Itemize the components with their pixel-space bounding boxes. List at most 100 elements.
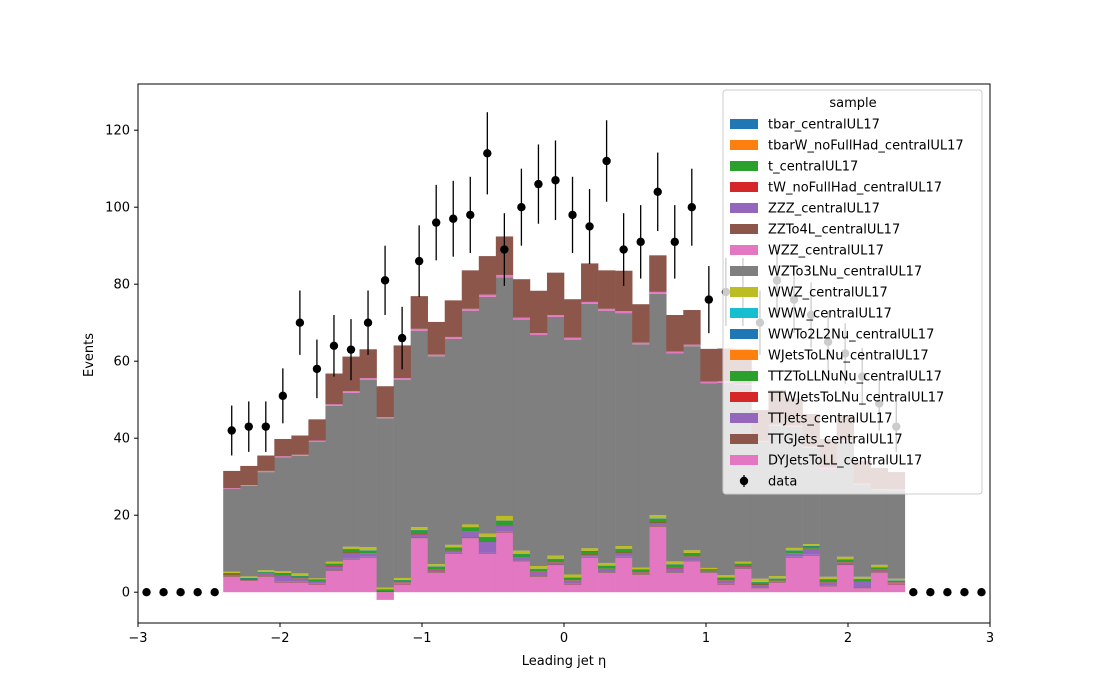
bar-TTJets_centralUL17-8 <box>359 553 377 557</box>
bar-TTZToLLNuNu_centralUL17-12 <box>427 566 446 570</box>
legend-label: tbarW_noFullHad_centralUL17 <box>768 139 964 154</box>
bar-WWZ_centralUL17-20 <box>564 574 582 578</box>
data-point <box>329 341 339 350</box>
bar-WWZ_centralUL17-8 <box>359 547 377 551</box>
bar-TTZToLLNuNu_centralUL17-1 <box>240 578 258 580</box>
bar-WWZ_centralUL17-17 <box>512 550 531 554</box>
bar-TTZToLLNuNu_centralUL17-6 <box>325 563 343 567</box>
bar-TTGJets_centralUL17-25 <box>649 525 667 527</box>
data-point <box>210 588 219 597</box>
legend-data-marker <box>739 476 749 486</box>
bar-WZTo3LNu_centralUL17-14 <box>461 310 480 525</box>
bar-TTGJets_centralUL17-36 <box>836 564 854 566</box>
bar-TTJets_centralUL17-25 <box>649 522 667 526</box>
bar-TTWJetsToLNu_centralUL17-30 <box>734 566 752 567</box>
bar-WZZ_centralUL17-26 <box>666 351 684 354</box>
bar-WWZ_centralUL17-12 <box>427 564 446 567</box>
bar-TTZToLLNuNu_centralUL17-17 <box>512 554 531 558</box>
bar-WZTo3LNu_centralUL17-12 <box>427 356 446 565</box>
bar-WZTo3LNu_centralUL17-20 <box>564 339 582 575</box>
data-point <box>380 276 390 285</box>
bar-WWZ_centralUL17-10 <box>393 577 411 580</box>
bar-ZZTo4L_centralUL17-12 <box>427 321 446 355</box>
y-tick-label: 60 <box>113 355 130 370</box>
bar-TTWJetsToLNu_centralUL17-1 <box>240 579 258 580</box>
bar-WWZ_centralUL17-15 <box>478 533 497 537</box>
x-tick-label: −1 <box>412 631 431 646</box>
bar-TTGJets_centralUL17-10 <box>393 583 411 585</box>
bar-WZZ_centralUL17-17 <box>512 317 531 320</box>
legend-label: WZZ_centralUL17 <box>768 244 884 259</box>
bar-TTZToLLNuNu_centralUL17-23 <box>615 549 633 553</box>
data-point <box>500 245 509 254</box>
bar-WWZ_centralUL17-4 <box>291 573 309 577</box>
bar-ZZTo4L_centralUL17-8 <box>359 349 377 379</box>
bar-DYJetsToLL_centralUL17-5 <box>308 584 326 593</box>
data-point <box>295 318 305 327</box>
bar-TTZToLLNuNu_centralUL17-9 <box>376 589 394 592</box>
data-point <box>943 588 952 597</box>
bar-TTJets_centralUL17-24 <box>632 572 650 575</box>
bar-TTJets_centralUL17-10 <box>393 582 411 584</box>
bar-WWTo2L2Nu_centralUL17-10 <box>393 579 411 581</box>
bar-WWZ_centralUL17-31 <box>751 578 769 582</box>
bar-DYJetsToLL_centralUL17-31 <box>751 588 769 593</box>
bar-WZTo3LNu_centralUL17-0 <box>223 489 241 572</box>
bar-WWTo2L2Nu_centralUL17-5 <box>308 579 326 580</box>
bar-DYJetsToLL_centralUL17-15 <box>478 553 497 593</box>
bar-WWZ_centralUL17-36 <box>836 556 854 560</box>
bar-WWZ_centralUL17-38 <box>870 564 889 568</box>
bar-WWZ_centralUL17-7 <box>342 546 360 550</box>
bar-WWZ_centralUL17-0 <box>223 571 241 573</box>
bar-WWTo2L2Nu_centralUL17-3 <box>274 572 292 574</box>
bar-TTGJets_centralUL17-38 <box>870 572 889 573</box>
bar-TTJets_centralUL17-6 <box>325 566 343 571</box>
bar-TTGJets_centralUL17-5 <box>308 583 326 585</box>
data-point <box>551 176 560 185</box>
bar-TTGJets_centralUL17-12 <box>427 572 446 573</box>
bar-WWZ_centralUL17-22 <box>598 562 616 566</box>
bar-WWTo2L2Nu_centralUL17-19 <box>546 558 565 560</box>
bar-WWZ_centralUL17-3 <box>274 571 292 573</box>
bar-TTZToLLNuNu_centralUL17-21 <box>581 551 599 555</box>
bar-TTGJets_centralUL17-7 <box>342 558 360 560</box>
data-point <box>193 588 202 597</box>
bar-TTZToLLNuNu_centralUL17-0 <box>223 573 241 575</box>
bar-DYJetsToLL_centralUL17-9 <box>376 592 394 600</box>
bar-ZZTo4L_centralUL17-4 <box>291 435 309 455</box>
bar-ZZTo4L_centralUL17-1 <box>240 465 258 486</box>
legend-swatch <box>730 329 758 339</box>
bar-DYJetsToLL_centralUL17-24 <box>632 574 650 593</box>
bar-TTGJets_centralUL17-35 <box>819 585 837 587</box>
bar-WZZ_centralUL17-9 <box>376 417 394 419</box>
bar-WWTo2L2Nu_centralUL17-25 <box>649 518 667 519</box>
legend-swatch <box>730 140 758 150</box>
bar-WZZ_centralUL17-25 <box>649 291 667 294</box>
bar-WZTo3LNu_centralUL17-24 <box>632 344 650 568</box>
legend-swatch <box>730 266 758 276</box>
bar-WZZ_centralUL17-11 <box>410 328 428 331</box>
bar-WWZ_centralUL17-21 <box>581 548 599 552</box>
bar-WWZ_centralUL17-34 <box>802 544 820 546</box>
bar-DYJetsToLL_centralUL17-30 <box>734 569 752 593</box>
bar-TTGJets_centralUL17-30 <box>734 568 752 570</box>
bar-TTZToLLNuNu_centralUL17-37 <box>853 579 872 582</box>
bar-TTJets_centralUL17-36 <box>836 562 854 565</box>
bar-TTZToLLNuNu_centralUL17-29 <box>717 577 735 581</box>
data-point <box>517 203 526 212</box>
bar-TTWJetsToLNu_centralUL17-10 <box>393 582 411 583</box>
data-point <box>687 203 696 212</box>
bar-WWTo2L2Nu_centralUL17-39 <box>887 580 906 581</box>
bar-TTGJets_centralUL17-34 <box>802 554 820 556</box>
bar-TTJets_centralUL17-21 <box>581 554 599 557</box>
bar-WZZ_centralUL17-10 <box>393 378 411 380</box>
bar-TTJets_centralUL17-4 <box>291 578 309 582</box>
legend-label: WWW_centralUL17 <box>768 307 892 322</box>
bar-TTGJets_centralUL17-13 <box>444 552 463 554</box>
legend-swatch <box>730 287 758 297</box>
bar-WWTo2L2Nu_centralUL17-4 <box>291 576 309 577</box>
bar-TTZToLLNuNu_centralUL17-31 <box>751 582 769 585</box>
bar-DYJetsToLL_centralUL17-25 <box>649 526 667 593</box>
bar-WZTo3LNu_centralUL17-38 <box>870 489 889 565</box>
data-point <box>466 210 475 220</box>
